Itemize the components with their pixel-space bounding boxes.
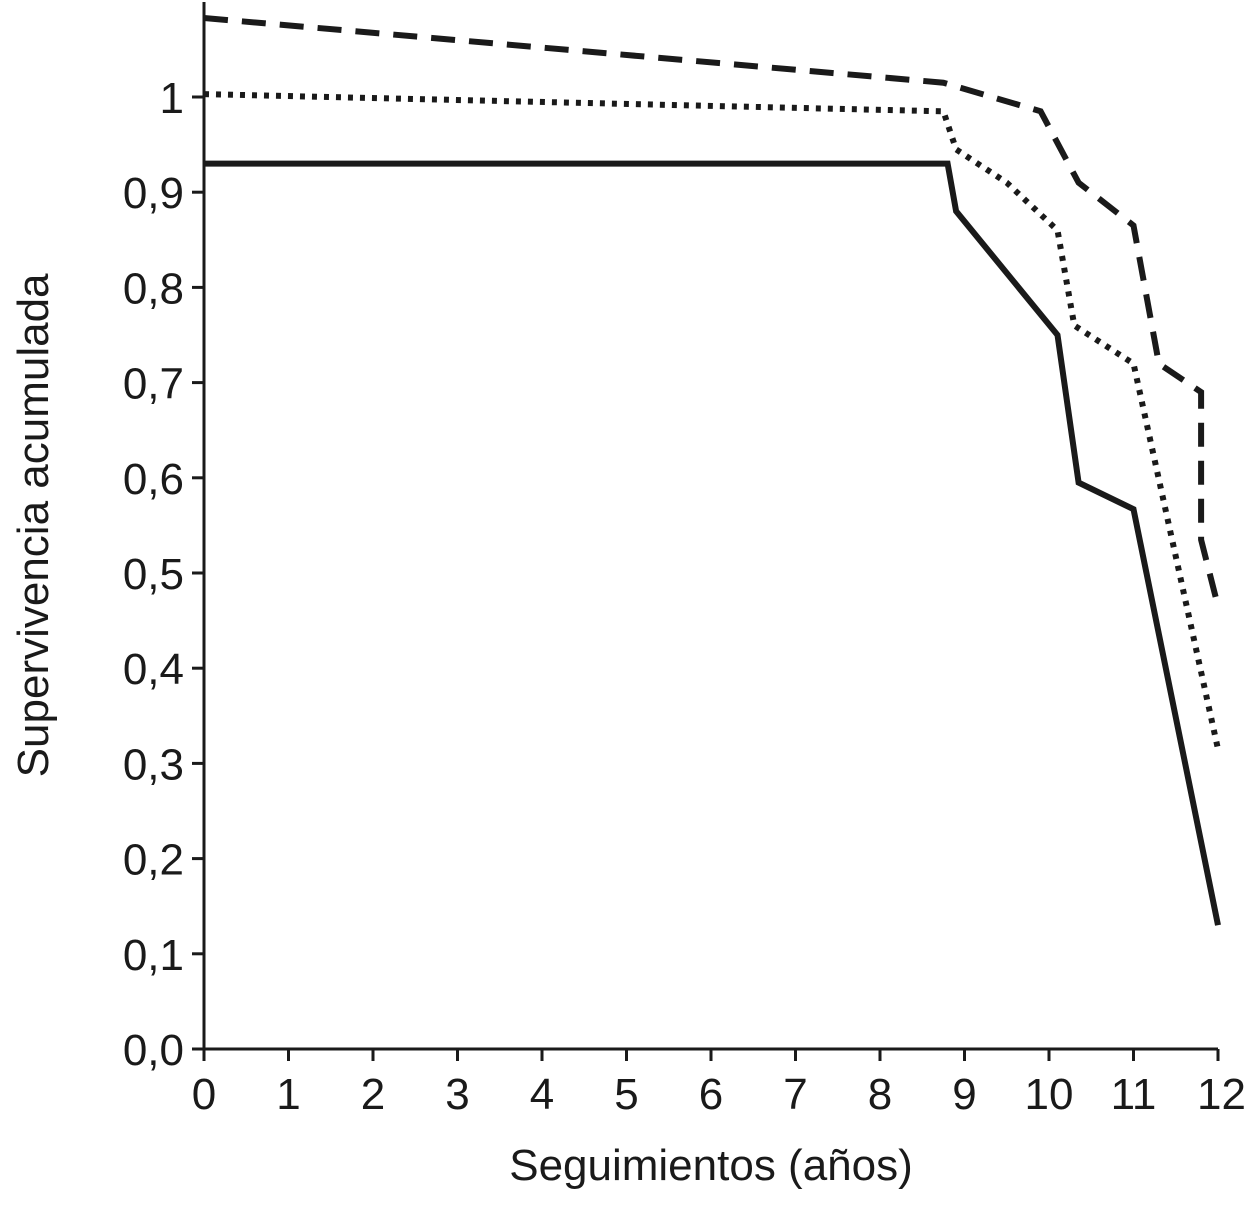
x-tick-label: 5 bbox=[614, 1070, 638, 1119]
x-tick-label: 11 bbox=[1111, 1070, 1157, 1119]
y-tick-label: 0,3 bbox=[123, 740, 184, 789]
y-axis-title: Supervivencia acumulada bbox=[9, 273, 58, 777]
y-tick-label: 1 bbox=[160, 74, 184, 123]
x-axis-ticks: 0 1 2 3 4 5 6 7 8 9 10 11 12 bbox=[192, 1049, 1246, 1119]
y-tick-label: 0,0 bbox=[123, 1026, 184, 1075]
y-tick-label: 0,6 bbox=[123, 455, 184, 504]
series-layer bbox=[203, 15, 1221, 926]
x-tick-label: 12 bbox=[1197, 1070, 1246, 1119]
series-line-dashed bbox=[203, 15, 1221, 608]
series-line-dotted bbox=[203, 91, 1221, 750]
x-tick-label: 2 bbox=[361, 1070, 385, 1119]
y-tick-label: 0,9 bbox=[123, 169, 184, 218]
y-tick-label: 0,5 bbox=[123, 550, 184, 599]
series-line-solid bbox=[204, 160, 1221, 926]
x-tick-label: 1 bbox=[276, 1070, 300, 1119]
y-tick-label: 0,2 bbox=[123, 836, 184, 885]
x-tick-label: 4 bbox=[530, 1070, 554, 1119]
x-tick-label: 8 bbox=[868, 1070, 892, 1119]
x-axis-title: Seguimientos (años) bbox=[509, 1141, 913, 1190]
y-tick-label: 0,7 bbox=[123, 360, 184, 409]
x-tick-label: 9 bbox=[952, 1070, 976, 1119]
x-tick-label: 10 bbox=[1025, 1070, 1074, 1119]
y-tick-label: 0,1 bbox=[123, 931, 184, 980]
x-tick-label: 6 bbox=[699, 1070, 723, 1119]
y-axis-ticks: 0,0 0,1 0,2 0,3 0,4 0,5 0,6 0,7 0,8 0,9 1 bbox=[123, 74, 204, 1075]
x-tick-label: 0 bbox=[192, 1070, 216, 1119]
x-tick-label: 3 bbox=[445, 1070, 469, 1119]
y-tick-label: 0,4 bbox=[123, 645, 184, 694]
x-tick-label: 7 bbox=[783, 1070, 807, 1119]
y-tick-label: 0,8 bbox=[123, 264, 184, 313]
